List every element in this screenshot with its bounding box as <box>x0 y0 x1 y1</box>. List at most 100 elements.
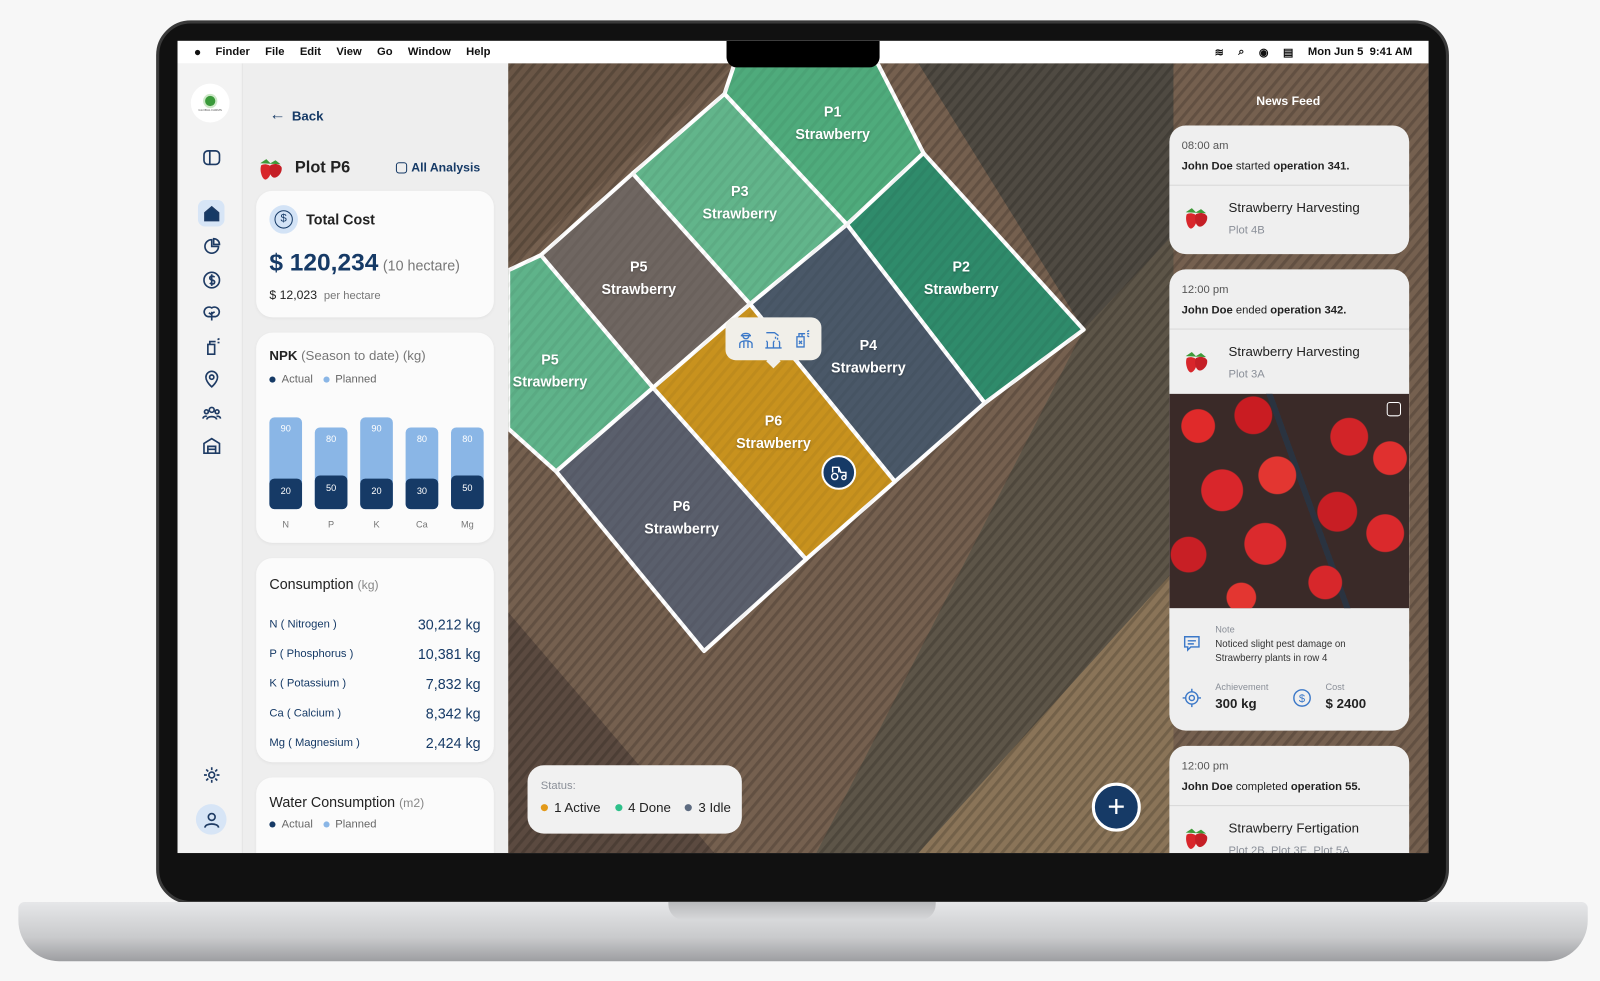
plot-title: Plot P6 <box>294 159 351 177</box>
operation-plot: Plot 4B <box>1228 224 1265 237</box>
plot-label-p6: P6 Strawberry <box>644 497 719 537</box>
total-cost-amount: $ 120,234 (10 hectare) <box>269 248 460 277</box>
feed-card-2[interactable]: 12:00 pm John Doe ended operation 342. S… <box>1169 269 1410 731</box>
arrow-left-icon: ← <box>269 106 286 124</box>
all-analysis-link[interactable]: All Analysis <box>395 160 480 174</box>
operation-plot: Plot 3A <box>1228 368 1265 381</box>
operation-photo[interactable] <box>1169 393 1410 609</box>
feed-operation[interactable]: Strawberry Fertigation Plot 2B, Plot 3E,… <box>1169 805 1410 853</box>
sidebar-item-home[interactable] <box>197 199 225 227</box>
menu-view[interactable]: View <box>336 45 362 59</box>
strawberry-icon <box>1185 352 1208 373</box>
farmer-icon[interactable] <box>735 329 755 349</box>
feed-operation[interactable]: Strawberry Harvesting Plot 4B <box>1169 184 1410 250</box>
feed-operation[interactable]: Strawberry Harvesting Plot 3A <box>1169 328 1410 394</box>
feed-time: 12:00 pm <box>1181 760 1229 773</box>
nutrient-value: 30,212 kg <box>417 615 481 633</box>
sprayer-icon[interactable] <box>791 329 811 349</box>
search-icon[interactable]: ⌕ <box>1238 45 1245 58</box>
feed-text: John Doe ended operation 342. <box>1181 304 1347 317</box>
sidebar-item-warehouse[interactable] <box>198 432 225 459</box>
analysis-icon <box>395 161 408 173</box>
status-label: Status: <box>540 779 576 792</box>
irrigation-icon[interactable] <box>763 329 783 349</box>
label-planned-N: 90 <box>281 424 291 434</box>
plot-label-p5-left: P5 Strawberry <box>512 351 588 390</box>
feed-card-1[interactable]: 08:00 am John Doe started operation 341.… <box>1169 125 1410 255</box>
feed-text: John Doe completed operation 55. <box>1181 780 1361 793</box>
copy-icon[interactable] <box>1386 402 1402 417</box>
target-icon <box>1182 688 1202 708</box>
bar-actual-Mg[interactable] <box>451 475 484 510</box>
done-dot-icon <box>614 804 622 812</box>
nutrient-label: N ( Nitrogen ) <box>269 617 337 631</box>
menu-go[interactable]: Go <box>377 45 393 59</box>
control-center-icon[interactable]: ▤ <box>1282 46 1294 59</box>
operation-title: Strawberry Harvesting <box>1228 343 1360 360</box>
sidebar-item-equipment[interactable] <box>198 333 225 360</box>
menu-edit[interactable]: Edit <box>299 45 322 59</box>
strawberry-icon <box>1185 208 1208 229</box>
nutrient-value: 8,342 kg <box>425 704 481 721</box>
menu-help[interactable]: Help <box>466 45 491 59</box>
menu-window[interactable]: Window <box>407 45 451 59</box>
sidebar-item-settings[interactable] <box>198 761 225 788</box>
field-map[interactable]: P1 Strawberry P3 Strawberry P5 Strawberry P… <box>508 63 1429 854</box>
plot-label-p2: P2 Strawberry <box>923 258 999 297</box>
label-actual-Ca: 30 <box>417 486 427 496</box>
sidebar-toggle-icon <box>202 149 220 165</box>
news-feed-title: News Feed <box>1256 93 1321 109</box>
status-summary: Status: 1 Active 4 Done 3 Idle <box>527 765 742 834</box>
pie-chart-icon <box>203 237 220 254</box>
x-tick-Ca: Ca <box>416 520 429 530</box>
plot-label-p3: P3 Strawberry <box>702 182 778 222</box>
sidebar-toggle[interactable] <box>198 144 225 171</box>
profile-button[interactable] <box>195 804 227 835</box>
wifi-icon[interactable]: ≋ <box>1214 46 1225 59</box>
screen: P1 Strawberry P3 Strawberry P5 Strawberry P… <box>177 40 1429 854</box>
camera-notch <box>726 40 880 68</box>
plot-detail-panel: ← Back Plot P6 All Analysis $ Total Cost … <box>242 63 509 854</box>
menu-file[interactable]: File <box>265 45 285 59</box>
sidebar-item-analytics[interactable] <box>198 233 225 260</box>
bar-actual-P[interactable] <box>314 475 348 510</box>
consumption-row: Mg ( Magnesium ) 2,424 kg <box>269 728 480 758</box>
logo[interactable]: GLOBAL FARMS <box>190 83 230 123</box>
sidebar-item-team[interactable] <box>198 399 225 426</box>
sidebar-item-location[interactable] <box>198 365 225 392</box>
label-planned-P: 80 <box>326 434 336 444</box>
tractor-button[interactable] <box>821 455 857 490</box>
menu-clock[interactable]: Mon Jun 5 9:41 AM <box>1307 45 1413 59</box>
strawberry-icon <box>1185 828 1208 849</box>
bar-actual-Ca[interactable] <box>405 478 439 510</box>
plot-label-p5: P5 Strawberry <box>601 258 677 297</box>
note-label: Note <box>1215 624 1235 635</box>
nutrient-value: 7,832 kg <box>425 674 481 692</box>
consumption-row: K ( Potassium ) 7,832 kg <box>269 668 480 698</box>
sidebar-item-finance[interactable] <box>198 266 225 293</box>
operation-title: Strawberry Fertigation <box>1228 820 1360 836</box>
apple-icon[interactable]: ● <box>193 44 202 60</box>
menu-finder[interactable]: Finder <box>215 45 250 59</box>
consumption-row: Ca ( Calcium ) 8,342 kg <box>269 698 480 728</box>
label-actual-P: 50 <box>326 483 336 493</box>
add-button[interactable]: + <box>1091 782 1141 832</box>
nutrient-label: K ( Potassium ) <box>269 677 347 690</box>
x-tick-K: K <box>373 520 380 530</box>
label-planned-Ca: 80 <box>417 434 427 444</box>
plus-icon: + <box>1107 789 1126 824</box>
consumption-row: P ( Phosphorus ) 10,381 kg <box>269 639 480 669</box>
feed-text: John Doe started operation 341. <box>1181 160 1350 173</box>
dollar-icon: $ <box>269 205 298 234</box>
cost-label: Cost <box>1325 681 1345 692</box>
status-active: 1 Active <box>540 800 601 815</box>
back-button[interactable]: ← Back <box>269 106 324 124</box>
user-circle-icon[interactable]: ◉ <box>1258 46 1269 59</box>
label-planned-Mg: 80 <box>462 434 472 444</box>
plot-label-p6-active: P6 Strawberry <box>736 412 811 452</box>
feed-card-3[interactable]: 12:00 pm John Doe completed operation 55… <box>1169 745 1410 854</box>
nutrient-label: Ca ( Calcium ) <box>269 706 342 719</box>
bar-actual-K[interactable] <box>360 478 393 510</box>
bar-actual-N[interactable] <box>269 478 303 510</box>
sidebar-item-crops[interactable] <box>198 299 225 326</box>
